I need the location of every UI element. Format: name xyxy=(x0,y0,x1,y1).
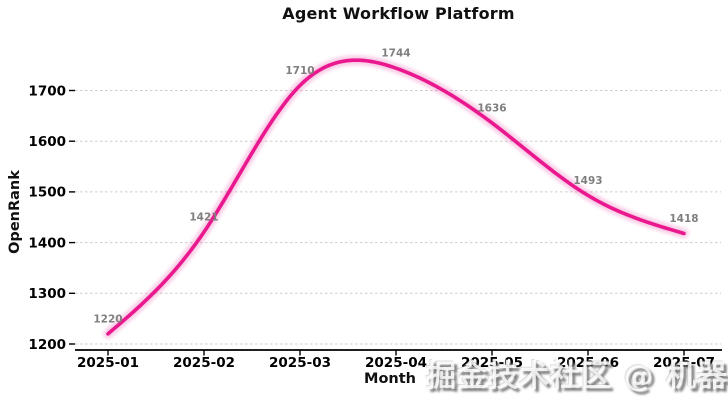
x-tick-label: 2025-06 xyxy=(557,355,619,371)
x-tick-label: 2025-05 xyxy=(461,355,523,371)
trend-line xyxy=(106,58,686,336)
data-point-label: 1418 xyxy=(669,213,698,225)
data-point-label: 1710 xyxy=(285,65,314,77)
x-tick-label: 2025-07 xyxy=(653,355,715,371)
data-point-label: 1744 xyxy=(381,48,410,60)
data-point-label: 1220 xyxy=(93,313,122,325)
y-tick-label: 1200 xyxy=(28,337,66,353)
x-tick-label: 2025-02 xyxy=(173,355,235,371)
x-tick-label: 2025-04 xyxy=(365,355,427,371)
x-tick-label: 2025-01 xyxy=(77,355,139,371)
data-point-label: 1493 xyxy=(573,175,602,187)
y-tick-label: 1700 xyxy=(28,83,66,99)
y-tick-label: 1400 xyxy=(28,235,66,251)
y-tick-label: 1500 xyxy=(28,185,66,201)
data-point-label: 1421 xyxy=(189,211,218,223)
chart-title: Agent Workflow Platform xyxy=(282,4,515,23)
y-tick-label: 1300 xyxy=(28,286,66,302)
x-tick-label: 2025-03 xyxy=(269,355,331,371)
x-axis-title: Month xyxy=(364,371,416,387)
data-point-label: 1636 xyxy=(477,102,506,114)
y-tick-label: 1600 xyxy=(28,134,66,150)
